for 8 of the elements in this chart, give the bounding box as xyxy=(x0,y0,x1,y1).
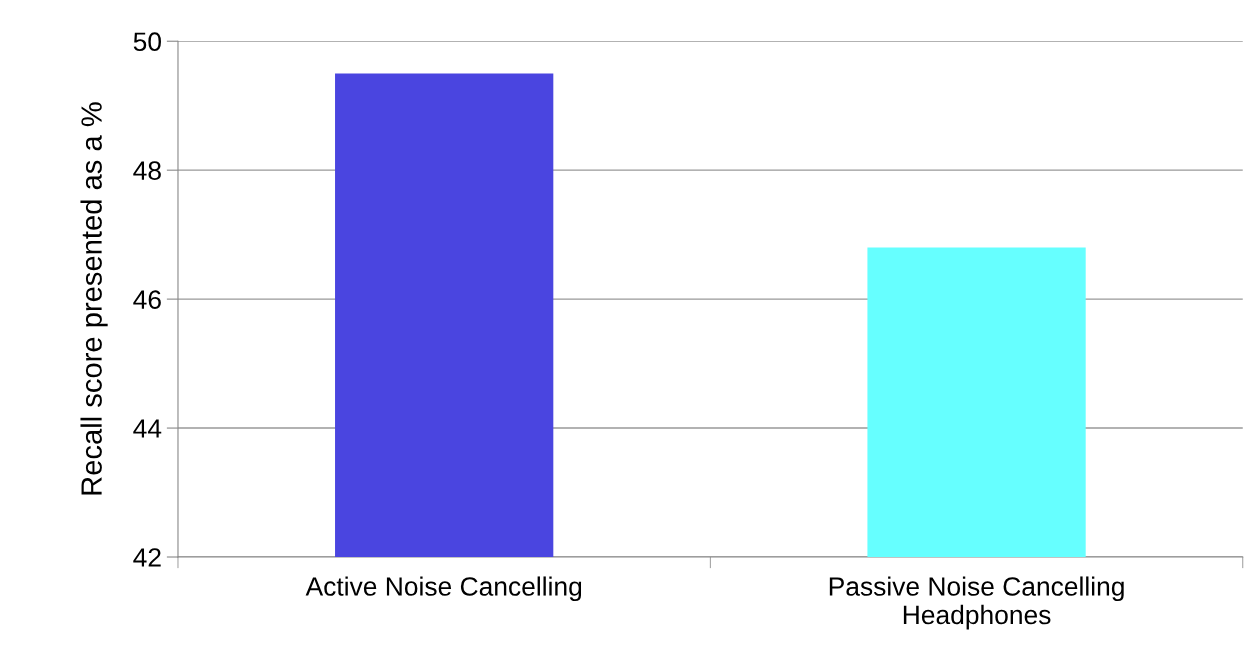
y-tick-label: 48 xyxy=(133,161,161,180)
x-tick-label: Active Noise Cancelling xyxy=(305,576,582,602)
y-tick-label: 44 xyxy=(133,419,162,438)
y-tick-label: 50 xyxy=(133,32,161,52)
y-axis-title: Recall score presented as a % xyxy=(80,102,108,495)
x-tick-label: Passive Noise Cancelling Headphones xyxy=(829,576,1124,630)
y-tick-label: 42 xyxy=(133,548,161,567)
y-tick-label: 46 xyxy=(133,290,161,309)
